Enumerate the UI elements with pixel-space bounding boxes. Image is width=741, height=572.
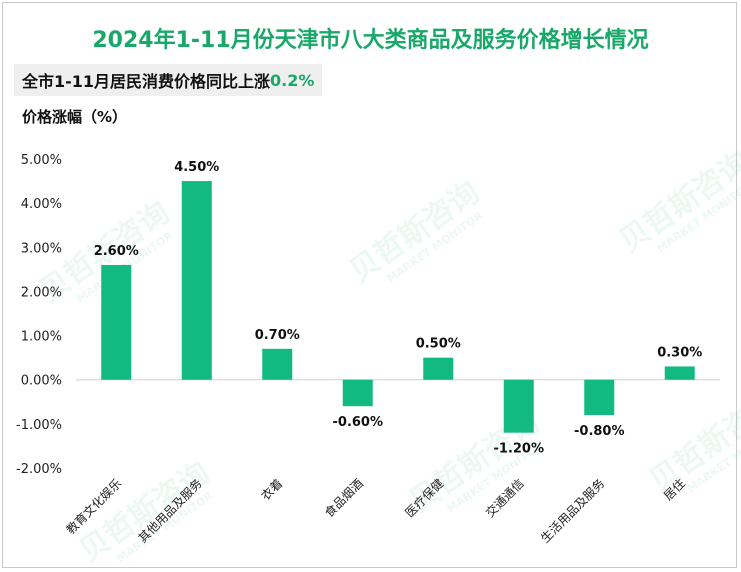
bar — [342, 379, 373, 407]
bar — [101, 264, 132, 380]
y-axis-label: 价格涨幅（%） — [22, 108, 128, 126]
x-tick-label: 生活用品及服务 — [537, 476, 607, 546]
data-label: -1.20% — [494, 442, 545, 457]
x-tick-label: 衣着 — [258, 476, 286, 504]
data-label: -0.60% — [333, 415, 384, 430]
bar-series — [101, 181, 695, 433]
bar — [181, 181, 212, 380]
bar — [584, 379, 615, 416]
bar — [262, 348, 293, 380]
y-tick-label: 5.00% — [21, 153, 62, 168]
data-label: 0.50% — [416, 337, 461, 352]
chart-title: 2024年1-11月份天津市八大类商品及服务价格增长情况 — [92, 28, 649, 53]
y-tick-label: 3.00% — [21, 241, 62, 256]
data-labels: 2.60% 4.50% 0.70% -0.60% 0.50% -1.20% -0.80% 0.… — [94, 160, 703, 457]
subtitle-banner: 全市1-11月居民消费价格同比上涨 0.2% — [14, 64, 323, 96]
bar — [503, 379, 534, 433]
x-tick-label: 食品烟酒 — [321, 476, 366, 521]
y-tick-label: -1.00% — [16, 418, 62, 433]
subtitle-highlight-value: 0.2% — [270, 70, 315, 90]
data-label: 2.60% — [94, 244, 139, 259]
data-label: 0.70% — [255, 328, 300, 343]
y-tick-label: 2.00% — [21, 285, 62, 300]
data-label: 0.30% — [657, 345, 702, 360]
y-tick-label: -2.00% — [16, 462, 62, 477]
y-tick-label: 1.00% — [21, 330, 62, 345]
y-tick-labels: 5.00% 4.00% 3.00% 2.00% 1.00% 0.00% -1.00% -2.0… — [16, 153, 62, 477]
bar — [664, 366, 695, 380]
y-tick-label: 0.00% — [21, 374, 62, 389]
data-label: 4.50% — [174, 160, 219, 175]
data-label: -0.80% — [574, 424, 625, 439]
bar — [423, 357, 454, 380]
subtitle-text: 全市1-11月居民消费价格同比上涨 — [22, 72, 271, 91]
y-tick-label: 4.00% — [21, 197, 62, 212]
